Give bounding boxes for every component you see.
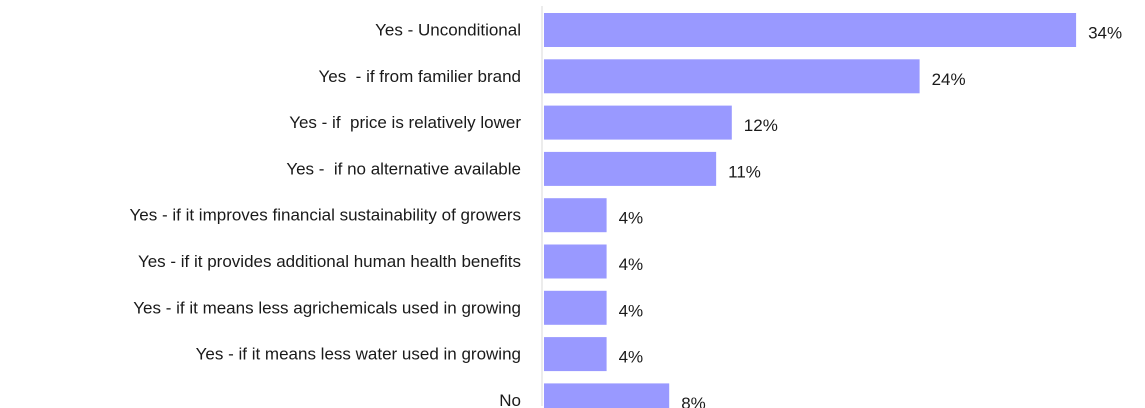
bars-group [544,13,1077,408]
value-labels-group: 34% 24% 12% 11% 4% 4% 4% 4% 8% [619,24,1123,408]
bar-5 [544,244,607,279]
category-label-6: Yes - if it means less agrichemicals use… [133,298,521,317]
bar-7 [544,337,607,372]
value-label-2: 12% [744,116,778,135]
value-label-1: 24% [932,70,966,89]
value-label-8: 8% [681,394,706,408]
category-label-3: Yes - if no alternative available [286,159,521,178]
category-label-2: Yes - if price is relatively lower [289,113,521,132]
category-label-1: Yes - if from familier brand [319,67,522,86]
value-label-5: 4% [619,255,644,274]
value-label-6: 4% [619,301,644,320]
bar-1 [544,59,920,94]
value-label-3: 11% [728,162,761,181]
bar-4 [544,198,607,233]
category-label-8: No [499,391,521,408]
value-label-4: 4% [619,209,644,228]
category-label-4: Yes - if it improves financial sustainab… [130,206,521,225]
category-label-7: Yes - if it means less water used in gro… [196,345,521,364]
bar-8 [544,383,670,408]
value-label-0: 34% [1088,24,1122,43]
value-label-7: 4% [619,348,644,367]
category-label-0: Yes - Unconditional [375,21,521,40]
bar-3 [544,151,717,186]
category-label-5: Yes - if it provides additional human he… [138,252,521,271]
category-labels-group: Yes - Unconditional Yes - if from familie… [130,21,522,408]
bar-2 [544,105,732,140]
bar-0 [544,13,1077,47]
bar-6 [544,290,607,325]
